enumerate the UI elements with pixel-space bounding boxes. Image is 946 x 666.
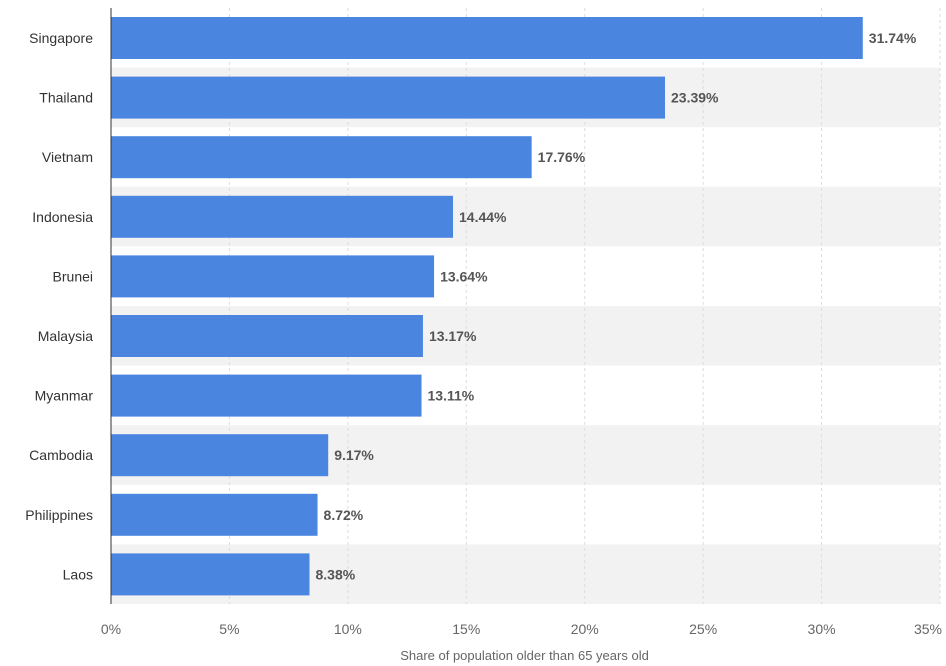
bar [111,76,666,119]
value-labels: 31.74% 23.39% 17.76% 14.44% 13.64% 13.17% 13.1… [315,30,916,582]
value-label: 13.64% [440,268,488,284]
bars [111,17,863,596]
bar [111,195,454,238]
category-label: Vietnam [42,149,93,165]
x-tick-labels: 0% 5% 10% 15% 20% 25% 30% 35% [101,621,942,637]
x-tick-label: 30% [808,621,836,637]
bar [111,493,318,536]
value-label: 13.11% [428,388,475,404]
bar [111,315,423,357]
value-label: 9.17% [334,447,374,463]
x-tick-label: 35% [914,621,942,637]
bar [111,17,863,59]
x-tick-label: 20% [571,621,599,637]
category-label: Laos [63,566,93,582]
x-tick-label: 25% [689,621,717,637]
value-label: 8.38% [315,566,355,582]
x-tick-label: 5% [219,621,239,637]
bar [111,434,329,477]
x-axis-title: Share of population older than 65 years … [400,648,649,663]
value-label: 17.76% [538,149,586,165]
value-label: 31.74% [869,30,917,46]
category-label: Philippines [25,507,93,523]
bar [111,553,310,596]
category-label: Singapore [29,30,93,46]
category-label: Thailand [39,90,93,106]
category-label: Malaysia [38,328,93,344]
category-label: Indonesia [32,209,93,225]
x-tick-label: 0% [101,621,121,637]
value-label: 23.39% [671,90,719,106]
x-tick-label: 10% [334,621,362,637]
category-label: Brunei [53,268,93,284]
category-label: Myanmar [35,388,94,404]
bar [111,255,435,298]
x-tick-label: 15% [452,621,480,637]
value-label: 14.44% [459,209,507,225]
bar [111,136,532,179]
category-label: Cambodia [29,447,93,463]
category-labels: Singapore Thailand Vietnam Indonesia Brunei M… [25,30,93,582]
value-label: 13.17% [429,328,477,344]
value-label: 8.72% [324,507,364,523]
bar [111,374,422,417]
